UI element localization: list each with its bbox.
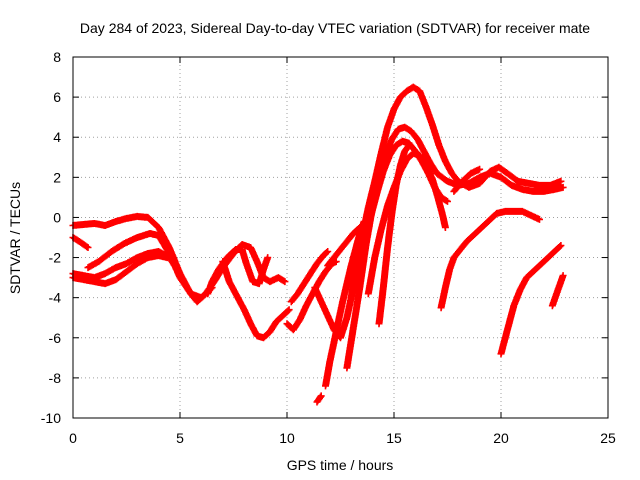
data-point-markers xyxy=(84,230,216,302)
series-track-9 xyxy=(287,248,332,306)
series-track-22 xyxy=(548,272,567,310)
y-tick-label: 4 xyxy=(53,129,61,145)
series-track-19 xyxy=(437,207,543,312)
series-track-3 xyxy=(84,230,216,302)
chart-title: Day 284 of 2023, Sidereal Day-to-day VTE… xyxy=(80,20,590,36)
data-point-markers xyxy=(324,224,364,270)
series-track-18 xyxy=(375,141,413,328)
series-track-7 xyxy=(219,258,293,342)
series-track-13 xyxy=(324,224,364,270)
data-points xyxy=(69,83,567,406)
y-tick-label: -2 xyxy=(49,250,62,266)
data-point-markers xyxy=(497,242,565,358)
x-tick-label: 20 xyxy=(493,430,509,446)
y-tick-label: 6 xyxy=(53,89,61,105)
y-tick-label: 8 xyxy=(53,49,61,65)
data-point-markers xyxy=(450,165,484,195)
data-point-markers xyxy=(548,272,567,310)
data-point-markers xyxy=(437,207,543,312)
x-axis-label: GPS time / hours xyxy=(287,457,394,473)
y-tick-label: 2 xyxy=(53,169,61,185)
axis-ticks: 0 5 10 15 20 25 -10 -8 -6 -4 -2 0 2 4 6 8 xyxy=(41,49,616,446)
series-track-4 xyxy=(69,248,184,282)
x-tick-label: 25 xyxy=(600,430,616,446)
y-axis-label: SDTVAR / TECUs xyxy=(7,182,23,294)
series-track-6 xyxy=(204,246,272,298)
x-tick-label: 10 xyxy=(279,430,295,446)
data-point-markers xyxy=(375,141,413,328)
data-point-markers xyxy=(347,83,565,302)
x-tick-label: 5 xyxy=(176,430,184,446)
data-point-markers xyxy=(69,248,184,282)
series-track-21 xyxy=(497,242,565,358)
data-point-markers xyxy=(313,392,325,406)
data-point-markers xyxy=(204,246,272,298)
data-point-markers xyxy=(219,258,293,342)
y-tick-label: 0 xyxy=(53,209,61,225)
x-tick-label: 0 xyxy=(69,430,77,446)
x-tick-label: 15 xyxy=(386,430,402,446)
series-track-11 xyxy=(313,392,325,406)
y-tick-label: -10 xyxy=(41,410,61,426)
y-tick-label: -4 xyxy=(49,290,62,306)
y-tick-label: -8 xyxy=(49,370,62,386)
plot-frame xyxy=(72,56,609,419)
data-point-markers xyxy=(287,248,332,306)
y-tick-label: -6 xyxy=(49,330,62,346)
series-track-20 xyxy=(450,165,484,195)
series-track-14 xyxy=(347,83,565,302)
